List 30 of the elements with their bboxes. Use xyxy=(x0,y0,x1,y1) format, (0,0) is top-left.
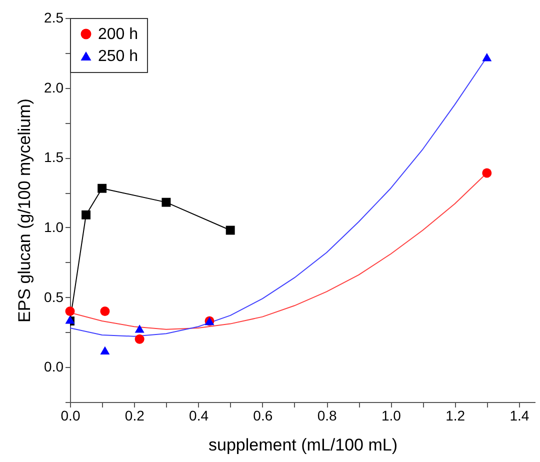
point xyxy=(226,226,235,235)
point xyxy=(482,168,492,178)
point xyxy=(482,52,492,62)
y-tick-label: 0.0 xyxy=(44,358,64,375)
x-axis-title: supplement (mL/100 mL) xyxy=(208,436,398,454)
x-tick-label: 1.2 xyxy=(446,408,466,424)
x-tick-label: 0.6 xyxy=(253,408,273,424)
point xyxy=(100,306,110,316)
x-tick-label: 1.0 xyxy=(381,408,402,424)
point xyxy=(82,210,91,220)
y-axis-title: EPS glucan (g/100 mycelium) xyxy=(15,98,34,322)
point xyxy=(134,324,144,333)
x-tick-label: 0.2 xyxy=(124,408,145,424)
x-tick-label: 1.4 xyxy=(510,408,530,424)
y-tick-label: 2.5 xyxy=(44,10,64,26)
point xyxy=(100,346,110,354)
y-tick-label: 0.5 xyxy=(44,288,64,305)
x-tick-label: 0.4 xyxy=(189,408,209,424)
y-tick-label: 1.0 xyxy=(44,218,64,235)
y-tick-label: 1.5 xyxy=(44,149,64,166)
x-tick-label: 0.8 xyxy=(317,408,337,424)
point xyxy=(134,334,144,344)
point xyxy=(65,306,75,316)
legend-label: 250 h xyxy=(98,48,138,65)
legend-label: 200 h xyxy=(98,26,138,43)
point xyxy=(65,316,75,324)
y-tick-label: 2.0 xyxy=(44,79,64,96)
point xyxy=(162,198,171,207)
point xyxy=(98,184,107,193)
x-tick-label: 0.0 xyxy=(60,408,80,424)
